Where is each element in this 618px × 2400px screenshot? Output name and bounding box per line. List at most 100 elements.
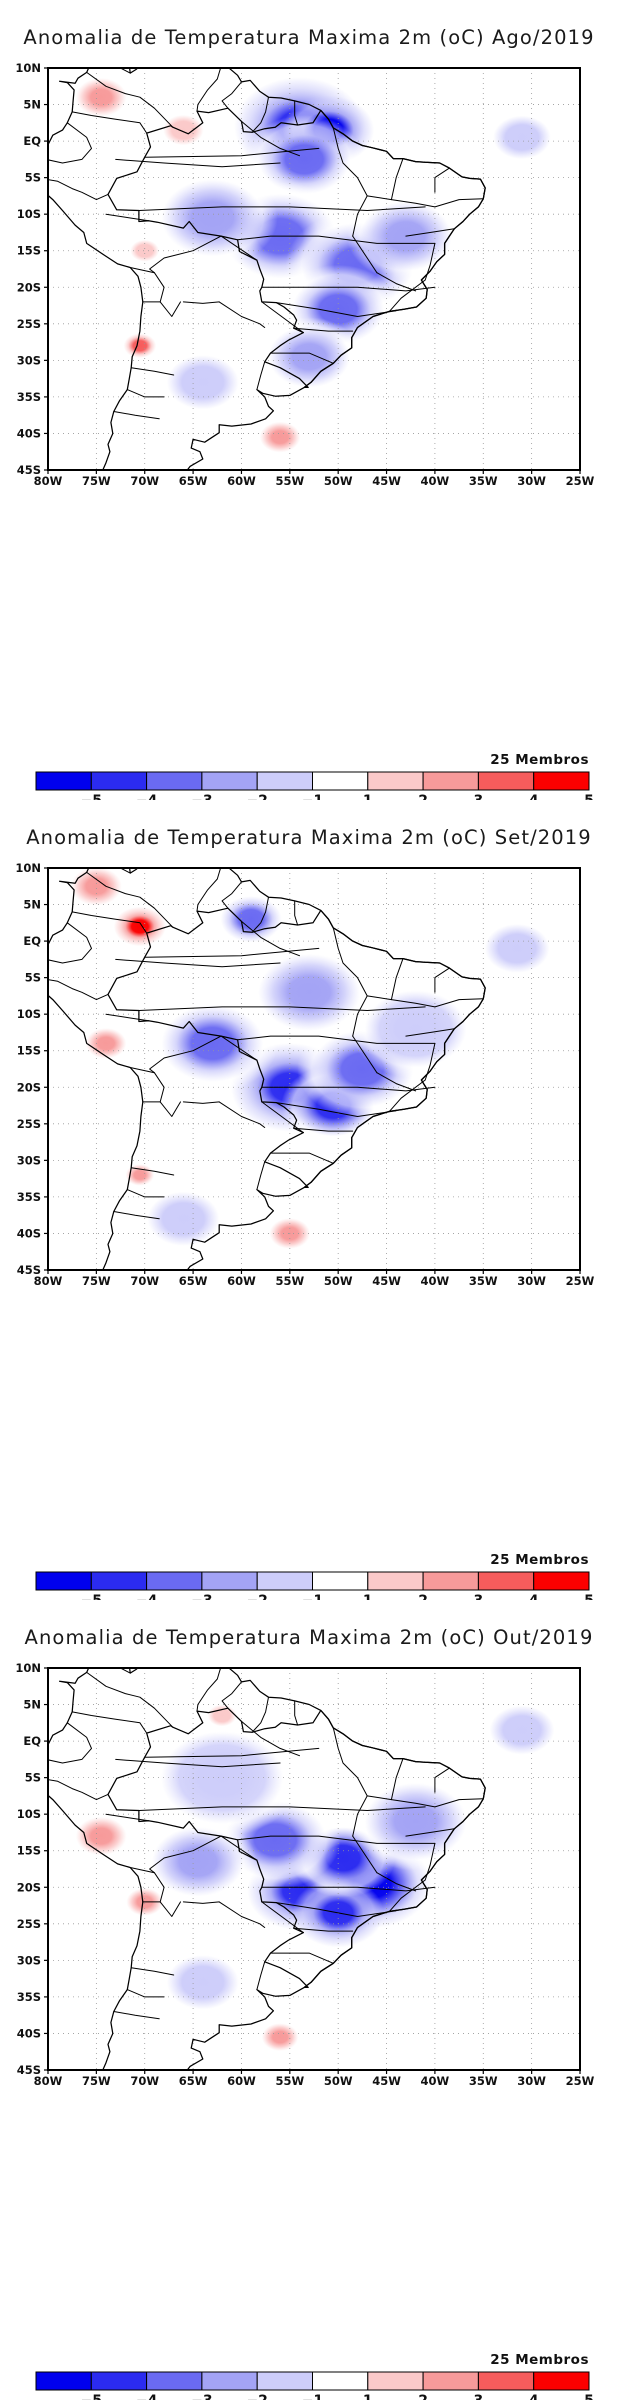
administrative-border-4 xyxy=(138,1806,426,1811)
administrative-border-16 xyxy=(424,1042,436,1081)
ytick-label: 30S xyxy=(17,1153,41,1167)
anomaly-map-panel-2: 80W 75W 70W 65W 60W 55W 50W 45W 40W 35W 30W 25W 10N 5… xyxy=(15,1661,595,2400)
ytick-label: EQ xyxy=(23,934,41,948)
administrative-border-40 xyxy=(48,979,109,1001)
administrative-border-8 xyxy=(293,327,354,332)
administrative-border-31 xyxy=(113,1211,160,1220)
colorbar-swatch xyxy=(201,771,258,791)
administrative-border-15 xyxy=(352,1035,378,1074)
map-gridlines xyxy=(48,68,580,470)
xtick-label: 60W xyxy=(227,2074,256,2088)
south-america-coastline xyxy=(48,68,486,470)
administrative-border-28 xyxy=(182,1101,220,1104)
xtick-label: 55W xyxy=(275,1274,304,1288)
administrative-border-21 xyxy=(434,967,450,993)
coastline-and-borders-layer xyxy=(48,1668,486,2070)
colorbar-swatch xyxy=(533,1571,590,1591)
colorbar-swatch xyxy=(477,771,535,791)
administrative-border-4 xyxy=(138,206,426,211)
administrative-border-29 xyxy=(130,367,175,376)
ytick-label: 35S xyxy=(17,1190,41,1204)
xtick-label: 75W xyxy=(82,474,111,488)
colorbar-swatch xyxy=(533,2371,590,2391)
ytick-label: 30S xyxy=(17,1953,41,1967)
administrative-border-5 xyxy=(237,1035,436,1044)
administrative-border-22 xyxy=(390,158,404,201)
xtick-label: 45W xyxy=(372,2074,401,2088)
administrative-border-14 xyxy=(352,995,368,1037)
ytick-label: 5S xyxy=(25,971,41,985)
xtick-label: 25W xyxy=(566,2074,595,2088)
map-frame xyxy=(47,67,581,471)
xtick-label: 40W xyxy=(421,474,450,488)
administrative-border-15 xyxy=(352,1835,378,1874)
administrative-border-2 xyxy=(220,1835,258,1861)
administrative-border-6 xyxy=(261,1086,436,1092)
administrative-border-37 xyxy=(251,1696,269,1733)
administrative-border-19 xyxy=(405,1828,455,1837)
xtick-label: 30W xyxy=(517,1274,546,1288)
colorbar-swatch xyxy=(201,1571,258,1591)
xtick-label: 65W xyxy=(179,474,208,488)
colorbar-swatch xyxy=(477,2371,535,2391)
colorbar-swatch xyxy=(367,771,424,791)
ytick-label: 45S xyxy=(17,1263,41,1277)
administrative-border-25 xyxy=(149,235,222,274)
administrative-border-7 xyxy=(275,1102,397,1117)
administrative-border-28 xyxy=(182,301,220,304)
colorbar-swatch xyxy=(146,1571,203,1591)
administrative-border-0 xyxy=(261,301,304,334)
anomaly-map-panel-1: 80W 75W 70W 65W 60W 55W 50W 45W 40W 35W 30W 25W 10N 5… xyxy=(15,861,594,1600)
administrative-border-36 xyxy=(221,881,242,909)
administrative-border-36 xyxy=(221,81,242,109)
anomaly-region-Colombia-Venezuela-fronteira xyxy=(113,906,166,947)
coastline-and-borders-layer xyxy=(48,68,486,470)
administrative-border-35 xyxy=(196,1668,222,1712)
ytick-label: 10N xyxy=(15,861,41,875)
anomaly-region-Colombia-norte xyxy=(63,868,129,911)
colorbar-tick-label: −2 xyxy=(246,2393,267,2400)
xtick-label: 45W xyxy=(372,474,401,488)
anomaly-region-Atlantico-equatorial xyxy=(463,1685,580,1775)
xtick-label: 35W xyxy=(469,1274,498,1288)
administrative-border-40 xyxy=(48,179,109,201)
administrative-border-10 xyxy=(115,158,281,168)
axis-ticks: 80W 75W 70W 65W 60W 55W 50W 45W 40W 35W 30W 25W 10N 5… xyxy=(15,61,594,488)
colorbar-tick-label: −5 xyxy=(81,793,102,800)
administrative-border-17 xyxy=(388,1879,426,1912)
xtick-label: 30W xyxy=(517,474,546,488)
administrative-border-22 xyxy=(390,1758,404,1801)
colorbar-swatch xyxy=(312,2371,369,2391)
administrative-border-19 xyxy=(405,1028,455,1037)
ytick-label: EQ xyxy=(23,1734,41,1748)
administrative-border-12 xyxy=(332,1727,368,1797)
ytick-label: 25S xyxy=(17,317,41,331)
administrative-border-32 xyxy=(71,1711,148,1734)
colorbar-swatch xyxy=(35,771,92,791)
colorbar-tick-label: −1 xyxy=(302,2393,323,2400)
colorbar-tick-label: 2 xyxy=(418,793,428,800)
anomaly-region-Rio-Grande-do-Sul xyxy=(257,317,362,397)
administrative-border-8 xyxy=(293,1927,354,1932)
ytick-label: 10S xyxy=(17,1007,41,1021)
xtick-label: 45W xyxy=(372,1274,401,1288)
anomaly-region-Colombia-norte xyxy=(68,72,134,122)
colorbar-tick-label: 3 xyxy=(474,1593,484,1600)
map-container: 80W 75W 70W 65W 60W 55W 50W 45W 40W 35W 30W 25W 10N 5… xyxy=(0,1600,618,2400)
administrative-border-3 xyxy=(144,1747,320,1758)
ytick-label: 35S xyxy=(17,390,41,404)
colorbar-swatch xyxy=(256,771,314,791)
administrative-border-19 xyxy=(405,228,455,237)
administrative-border-11 xyxy=(241,120,300,157)
colorbar-tick-label: 4 xyxy=(529,793,539,800)
colorbar-tick-label: −3 xyxy=(191,1593,212,1600)
anomaly-region-Roraima-Guianas xyxy=(211,889,291,949)
colorbar-swatch xyxy=(146,2371,203,2391)
xtick-label: 60W xyxy=(227,474,256,488)
members-label: 25 Membros xyxy=(490,2352,589,2368)
administrative-border-35 xyxy=(196,68,222,112)
colorbar-tick-label: −3 xyxy=(191,793,212,800)
administrative-border-25 xyxy=(149,1835,222,1874)
ytick-label: 40S xyxy=(17,1226,41,1240)
anomaly-region-Atlantico-sul xyxy=(256,2019,304,2055)
